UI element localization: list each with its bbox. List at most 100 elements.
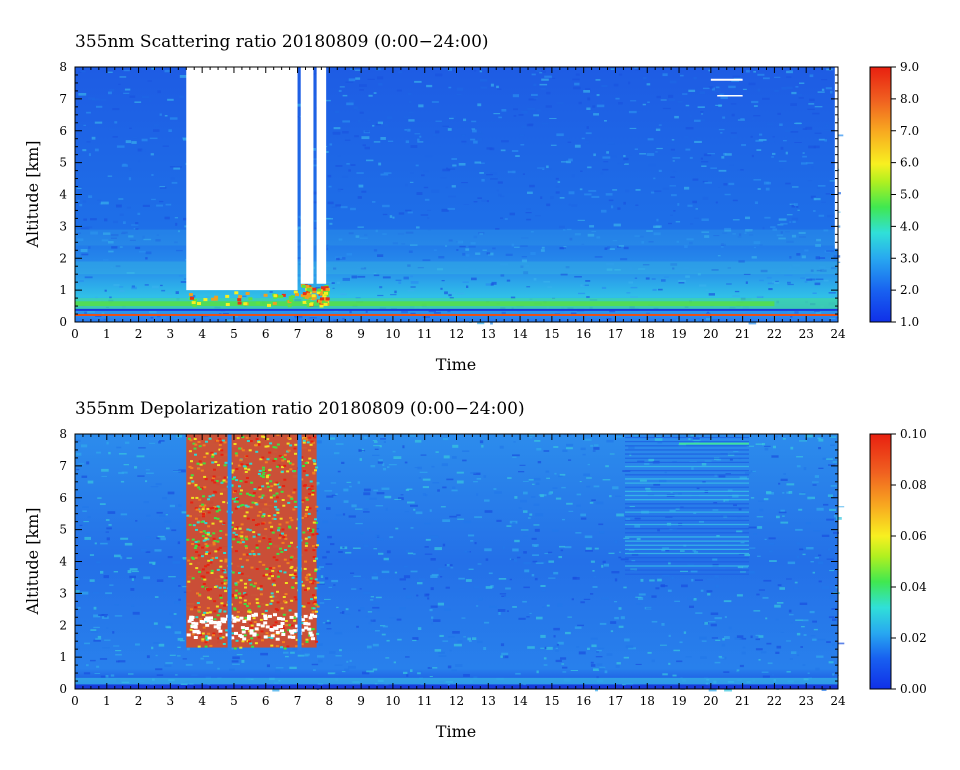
chart-2-title: 355nm Depolarization ratio 20180809 (0:0… xyxy=(75,399,525,419)
y-tick-label: 7 xyxy=(59,459,67,473)
x-tick-label: 17 xyxy=(608,327,623,341)
x-tick-label: 8 xyxy=(326,694,334,708)
colorbar-tick-label: 9.0 xyxy=(900,60,919,74)
x-tick-label: 0 xyxy=(71,327,79,341)
x-tick-label: 15 xyxy=(544,327,559,341)
x-tick-label: 10 xyxy=(385,694,400,708)
x-tick-label: 3 xyxy=(167,694,175,708)
x-tick-label: 17 xyxy=(608,694,623,708)
y-axis: 0 1 2 3 4 5 6 7 8 xyxy=(59,60,838,329)
x-tick-label: 2 xyxy=(135,327,143,341)
chart-1-ylabel: Altitude [km] xyxy=(23,140,42,248)
chart-1-xlabel: Time xyxy=(436,355,476,374)
colorbar-tick-label: 8.0 xyxy=(900,92,919,106)
x-tick-label: 19 xyxy=(671,694,686,708)
x-tick-label: 11 xyxy=(417,694,432,708)
colorbar-tick-label: 0.10 xyxy=(900,427,927,441)
cloud-block xyxy=(316,67,327,284)
colorbar-tick-label: 0.02 xyxy=(900,631,927,645)
x-tick-label: 14 xyxy=(512,327,528,341)
x-tick-label: 1 xyxy=(103,327,111,341)
y-tick-label: 7 xyxy=(59,92,67,106)
colorbar-tick-label: 2.0 xyxy=(900,283,919,297)
colorbar-tick-label: 5.0 xyxy=(900,188,919,202)
y-tick-label: 2 xyxy=(59,618,67,632)
x-tick-label: 5 xyxy=(230,327,238,341)
x-tick-label: 13 xyxy=(481,694,496,708)
y-tick-label: 4 xyxy=(59,555,67,569)
x-tick-label: 19 xyxy=(671,327,686,341)
colorbar-tick-label: 4.0 xyxy=(900,219,919,233)
y-tick-label: 6 xyxy=(59,124,67,138)
x-tick-label: 20 xyxy=(703,694,718,708)
x-tick-label: 23 xyxy=(799,327,814,341)
y-tick-label: 5 xyxy=(59,523,67,537)
colorbar-gradient xyxy=(869,433,892,690)
x-tick-label: 24 xyxy=(830,694,846,708)
colorbar-gradient xyxy=(869,66,892,323)
chart-2-colorbar: 0.00 0.02 0.04 0.06 0.08 0.10 xyxy=(869,427,927,696)
y-tick-label: 4 xyxy=(59,188,67,202)
colorbar-tick-label: 0.04 xyxy=(900,580,927,594)
x-tick-label: 9 xyxy=(357,694,365,708)
x-tick-label: 8 xyxy=(326,327,334,341)
x-tick-label: 18 xyxy=(640,327,655,341)
chart-2-xlabel: Time xyxy=(436,722,476,741)
x-tick-label: 7 xyxy=(294,327,302,341)
x-tick-label: 6 xyxy=(262,327,270,341)
x-tick-label: 3 xyxy=(167,327,175,341)
streaky-region xyxy=(624,436,749,575)
y-tick-label: 0 xyxy=(59,315,67,329)
x-axis: 0 1 2 3 4 5 6 7 8 9 10 11 12 13 14 15 16 17 18 19 20 21 22 23 24 xyxy=(71,67,846,341)
colorbar-tick-label: 0.00 xyxy=(900,682,927,696)
x-tick-label: 21 xyxy=(735,694,750,708)
y-tick-label: 8 xyxy=(59,427,67,441)
x-tick-label: 24 xyxy=(830,327,846,341)
colorbar-tick-label: 3.0 xyxy=(900,251,919,265)
x-tick-label: 14 xyxy=(512,694,528,708)
y-tick-label: 1 xyxy=(59,650,67,664)
x-tick-label: 12 xyxy=(449,327,464,341)
x-tick-label: 6 xyxy=(262,694,270,708)
x-tick-label: 5 xyxy=(230,694,238,708)
x-tick-label: 2 xyxy=(135,694,143,708)
y-tick-label: 5 xyxy=(59,156,67,170)
chart-2-ylabel: Altitude [km] xyxy=(23,507,42,615)
x-tick-label: 22 xyxy=(767,694,782,708)
colorbar-tick-label: 7.0 xyxy=(900,124,919,138)
x-tick-label: 13 xyxy=(481,327,496,341)
x-tick-label: 1 xyxy=(103,694,111,708)
y-tick-label: 3 xyxy=(59,219,67,233)
x-tick-label: 15 xyxy=(544,694,559,708)
y-tick-label: 3 xyxy=(59,586,67,600)
x-tick-label: 9 xyxy=(357,327,365,341)
cloud-block xyxy=(300,67,314,284)
x-tick-label: 0 xyxy=(71,694,79,708)
cloud-block xyxy=(186,67,298,291)
y-tick-label: 1 xyxy=(59,283,67,297)
y-tick-label: 2 xyxy=(59,251,67,265)
chart-1-plot-area: 0 1 2 3 4 5 6 7 8 9 10 11 12 13 14 15 16 17 18 19 20 21 22 23 24… xyxy=(59,60,846,341)
x-tick-label: 23 xyxy=(799,694,814,708)
y-axis: 0 1 2 3 4 5 6 7 8 xyxy=(59,427,838,696)
colorbar-tick-label: 0.06 xyxy=(900,529,927,543)
chart-1-colorbar: 1.0 2.0 3.0 4.0 5.0 6.0 7.0 8.0 9.0 xyxy=(869,60,919,329)
high-depol-region xyxy=(186,434,320,651)
x-tick-label: 21 xyxy=(735,327,750,341)
x-tick-label: 22 xyxy=(767,327,782,341)
chart-1-title: 355nm Scattering ratio 20180809 (0:00−24… xyxy=(75,32,489,52)
y-tick-label: 0 xyxy=(59,682,67,696)
x-tick-label: 11 xyxy=(417,327,432,341)
y-tick-label: 6 xyxy=(59,491,67,505)
x-tick-label: 20 xyxy=(703,327,718,341)
chart-2-plot-area: 0 1 2 3 4 5 6 7 8 9 10 11 12 13 14 15 16 17 18 19 20 21 22 23 24… xyxy=(59,427,846,708)
x-tick-label: 7 xyxy=(294,694,302,708)
x-tick-label: 4 xyxy=(198,327,206,341)
x-tick-label: 18 xyxy=(640,694,655,708)
x-tick-label: 4 xyxy=(198,694,206,708)
x-tick-label: 12 xyxy=(449,694,464,708)
x-tick-label: 16 xyxy=(576,694,591,708)
x-axis: 0 1 2 3 4 5 6 7 8 9 10 11 12 13 14 15 16 17 18 19 20 21 22 23 24 xyxy=(71,434,846,708)
x-tick-label: 10 xyxy=(385,327,400,341)
